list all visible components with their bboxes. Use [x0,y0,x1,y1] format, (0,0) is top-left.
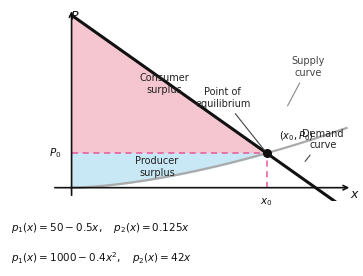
Text: Supply
curve: Supply curve [287,56,325,106]
Text: $(x_0, P_0)$: $(x_0, P_0)$ [279,129,314,143]
Text: Demand
curve: Demand curve [302,129,344,161]
Text: Consumer
surplus: Consumer surplus [139,73,189,95]
Text: $p_1(x) = 1000 - 0.4x^2, \quad p_2(x) = 42x$: $p_1(x) = 1000 - 0.4x^2, \quad p_2(x) = … [11,250,192,266]
Text: Producer
surplus: Producer surplus [135,156,179,178]
Text: $x_0$: $x_0$ [261,196,273,208]
Text: $p_1(x) = 50 - 0.5x, \quad p_2(x) = 0.125x$: $p_1(x) = 50 - 0.5x, \quad p_2(x) = 0.12… [11,221,190,235]
Text: Point of
equilibrium: Point of equilibrium [195,87,265,151]
Text: $P$: $P$ [70,10,80,23]
Text: $P_0$: $P_0$ [49,146,62,160]
Text: $x$: $x$ [350,188,359,201]
